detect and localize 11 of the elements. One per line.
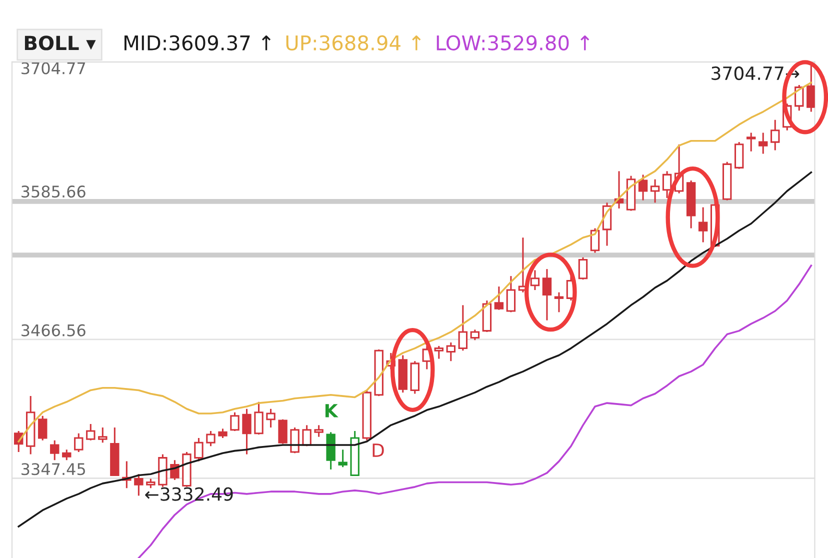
annotation: ←3332.49 [145,487,233,501]
text: LOW:3529.80 ↑ [436,35,590,50]
y-tick-label: 3466.56 [22,324,86,336]
chart-title: BOLL ▾ [24,36,96,50]
text: UP:3688.94 ↑ [286,35,421,50]
annotation: D [372,444,384,457]
text: MID:3609.37 ↑ [124,35,271,50]
y-tick-label: 3704.77 [22,62,86,74]
y-tick-label: 3347.45 [22,463,85,476]
annotation: K [325,404,338,418]
y-tick-label: 3585.66 [22,186,86,198]
